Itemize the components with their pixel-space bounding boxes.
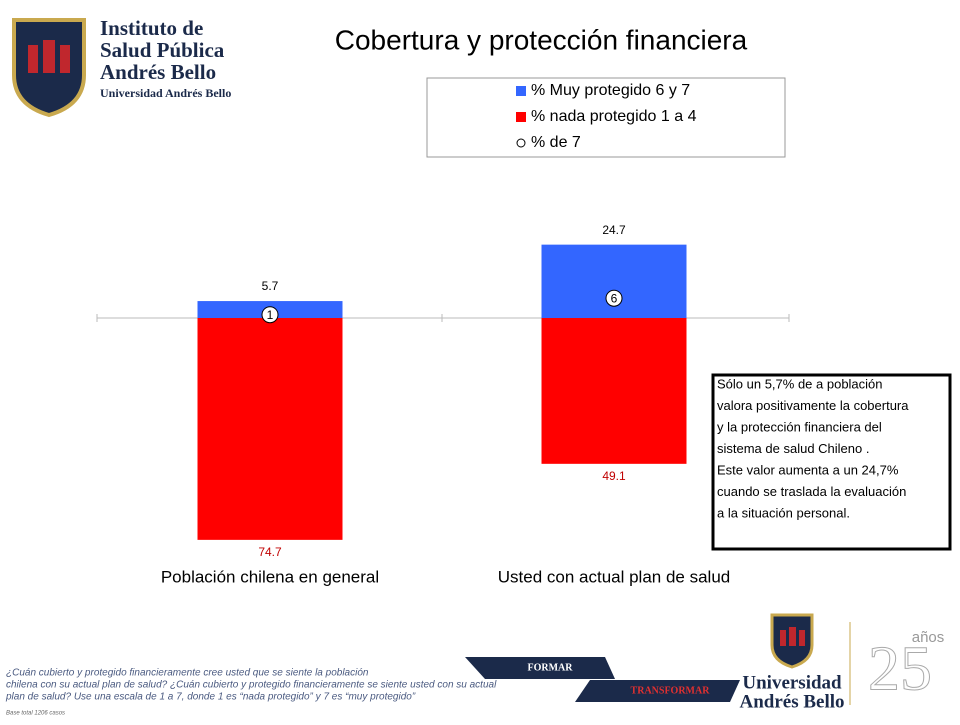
bar	[541, 244, 687, 318]
note-line: y la protección financiera del	[717, 419, 882, 434]
legend-label: % de 7	[531, 134, 581, 151]
logo	[12, 18, 86, 118]
note-box	[711, 373, 952, 551]
footer-logo: 25	[770, 613, 933, 705]
marker	[261, 306, 279, 324]
legend-swatch	[516, 138, 526, 148]
marker-label: 1	[267, 308, 274, 322]
legend-label: % nada protegido 1 a 4	[531, 108, 697, 125]
legend-box	[426, 77, 786, 158]
value-label: 49.1	[602, 469, 626, 483]
x-tick-label: Población chilena en general	[161, 567, 379, 586]
banner	[575, 680, 740, 702]
logo-text: Salud Pública	[100, 38, 225, 62]
bar	[541, 318, 687, 464]
note-line: a la situación personal.	[717, 505, 850, 520]
x-tick-label: Usted con actual plan de salud	[498, 567, 731, 586]
value-label: 24.7	[602, 223, 626, 237]
svg-text:25: 25	[868, 633, 932, 704]
footnote: plan de salud? Use una escala de 1 a 7, …	[5, 692, 416, 703]
legend-swatch	[516, 86, 526, 96]
chart-title: Cobertura y protección financiera	[335, 24, 748, 55]
marker-label: 6	[611, 291, 618, 305]
footer-university: Andrés Bello	[739, 691, 844, 712]
note-line: sistema de salud Chileno .	[717, 441, 869, 456]
logo-text: Instituto de	[100, 16, 203, 40]
logo-sub: Universidad Andrés Bello	[100, 86, 231, 100]
value-label: 5.7	[262, 279, 279, 293]
note-line: Sólo un 5,7% de a población	[717, 376, 883, 391]
marker	[605, 289, 623, 307]
banner	[465, 657, 615, 679]
note-line: Este valor aumenta a un 24,7%	[717, 462, 899, 477]
footnote: ¿Cuán cubierto y protegido financieramen…	[6, 668, 369, 679]
legend-swatch	[516, 112, 526, 122]
bar	[197, 318, 343, 540]
note-line: valora positivamente la cobertura	[717, 398, 909, 413]
logo-text: Andrés Bello	[100, 60, 216, 84]
legend-label: % Muy protegido 6 y 7	[531, 82, 690, 99]
banner-text: FORMAR	[528, 662, 574, 673]
value-label: 74.7	[258, 545, 282, 559]
footer-anos: años	[912, 629, 945, 646]
base-note: Base total 1206 casos	[6, 711, 65, 717]
note-line: cuando se traslada la evaluación	[717, 484, 906, 499]
banner-text: TRANSFORMAR	[631, 685, 711, 696]
footer-university: Universidad	[742, 672, 842, 693]
footnote: chilena con su actual plan de salud? ¿Cu…	[6, 680, 497, 691]
